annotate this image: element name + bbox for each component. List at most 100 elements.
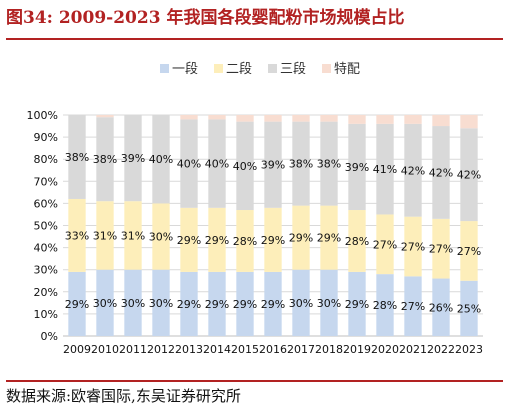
bar-segment [264,207,282,272]
data-label: 40% [149,153,173,166]
bar-segment [404,123,422,217]
data-label: 25% [457,302,481,315]
y-tick-label: 10% [34,308,58,321]
y-tick-label: 80% [34,153,58,166]
bar-segment [236,210,254,272]
chart-legend: 一段 二段 三段 特配 [160,62,360,77]
bar-segment [348,115,366,124]
bar-segment [292,115,310,122]
y-tick-label: 20% [34,286,58,299]
data-label: 29% [233,298,257,311]
data-label: 29% [289,232,313,245]
bar-segment [152,269,170,336]
bar-segment [124,201,142,270]
data-label: 27% [429,243,453,256]
data-label: 28% [373,299,397,312]
bar-segment [320,205,338,270]
legend-swatch-1 [160,64,169,73]
bar-segment [96,117,114,202]
data-label: 38% [317,158,341,171]
data-label: 31% [93,229,117,242]
bar-segment [320,269,338,336]
data-label: 40% [177,158,201,171]
data-label: 29% [177,234,201,247]
y-tick-label: 40% [34,242,58,255]
data-label: 27% [373,238,397,251]
bar-segment [292,269,310,336]
bar-segment [96,201,114,270]
legend-label-2: 二段 [226,62,252,77]
y-tick-label: 70% [34,175,58,188]
bar-segment [348,271,366,336]
data-label: 40% [233,160,257,173]
bar-segment [152,203,170,270]
bar-segment [404,276,422,336]
legend-swatch-3 [268,64,277,73]
x-tick-label: 2015 [231,343,259,356]
figure-title: 图34: 2009-2023 年我国各段婴配粉市场规模占比 [6,0,503,40]
bar-segment [404,115,422,124]
data-label: 30% [317,297,341,310]
data-label: 38% [65,151,89,164]
data-label: 33% [65,229,89,242]
bar-segment [208,207,226,272]
bar-segment [180,115,198,120]
data-label: 38% [93,153,117,166]
y-tick-label: 0% [41,330,58,343]
bar-segment [96,269,114,336]
data-label: 41% [373,163,397,176]
x-tick-label: 2013 [175,343,203,356]
bar-segment [68,198,86,272]
legend-label-1: 一段 [172,62,198,77]
bar-segment [432,115,450,127]
data-label: 39% [345,161,369,174]
bar-segment [180,207,198,272]
x-tick-label: 2019 [343,343,371,356]
bar-segment [376,274,394,336]
data-label: 42% [401,164,425,177]
x-tick-label: 2009 [63,343,91,356]
bar-segment [96,115,114,118]
bar-segment [264,121,282,208]
x-tick-label: 2014 [203,343,231,356]
data-label: 42% [429,166,453,179]
legend-label-3: 三段 [280,62,306,77]
bar-segment [460,115,478,129]
bar-segment [208,119,226,208]
bar-segment [124,115,142,202]
legend-swatch-2 [214,64,223,73]
y-tick-label: 90% [34,131,58,144]
bar-segment [180,119,198,208]
data-label: 29% [261,234,285,247]
bar-segment [180,271,198,336]
legend-label-4: 特配 [334,62,360,77]
data-label: 29% [345,298,369,311]
legend-swatch-4 [322,64,331,73]
bar-segment [432,126,450,219]
data-label: 30% [121,297,145,310]
data-label: 29% [65,298,89,311]
data-label: 28% [233,235,257,248]
x-tick-label: 2012 [147,343,175,356]
x-tick-label: 2011 [119,343,147,356]
data-label: 27% [457,245,481,258]
data-label: 27% [401,300,425,313]
bars [68,115,478,336]
data-label: 39% [121,152,145,165]
bar-segment [264,271,282,336]
y-tick-label: 60% [34,197,58,210]
bar-segment [460,128,478,222]
bar-segment [432,278,450,336]
x-tick-label: 2016 [259,343,287,356]
bar-segment [376,123,394,215]
x-tick-label: 2020 [371,343,399,356]
bar-segment [376,115,394,124]
bar-segment [292,205,310,270]
x-tick-label: 2022 [427,343,455,356]
stacked-bar-chart: 一段 二段 三段 特配 0% 10% 20% 30% 40% 50% 60% 70% 80% 90% 10… [27,62,483,356]
bar-segment [236,121,254,211]
bar-segment [236,115,254,122]
y-tick-label: 50% [34,220,58,233]
bar-segment [404,216,422,277]
data-label: 28% [345,235,369,248]
